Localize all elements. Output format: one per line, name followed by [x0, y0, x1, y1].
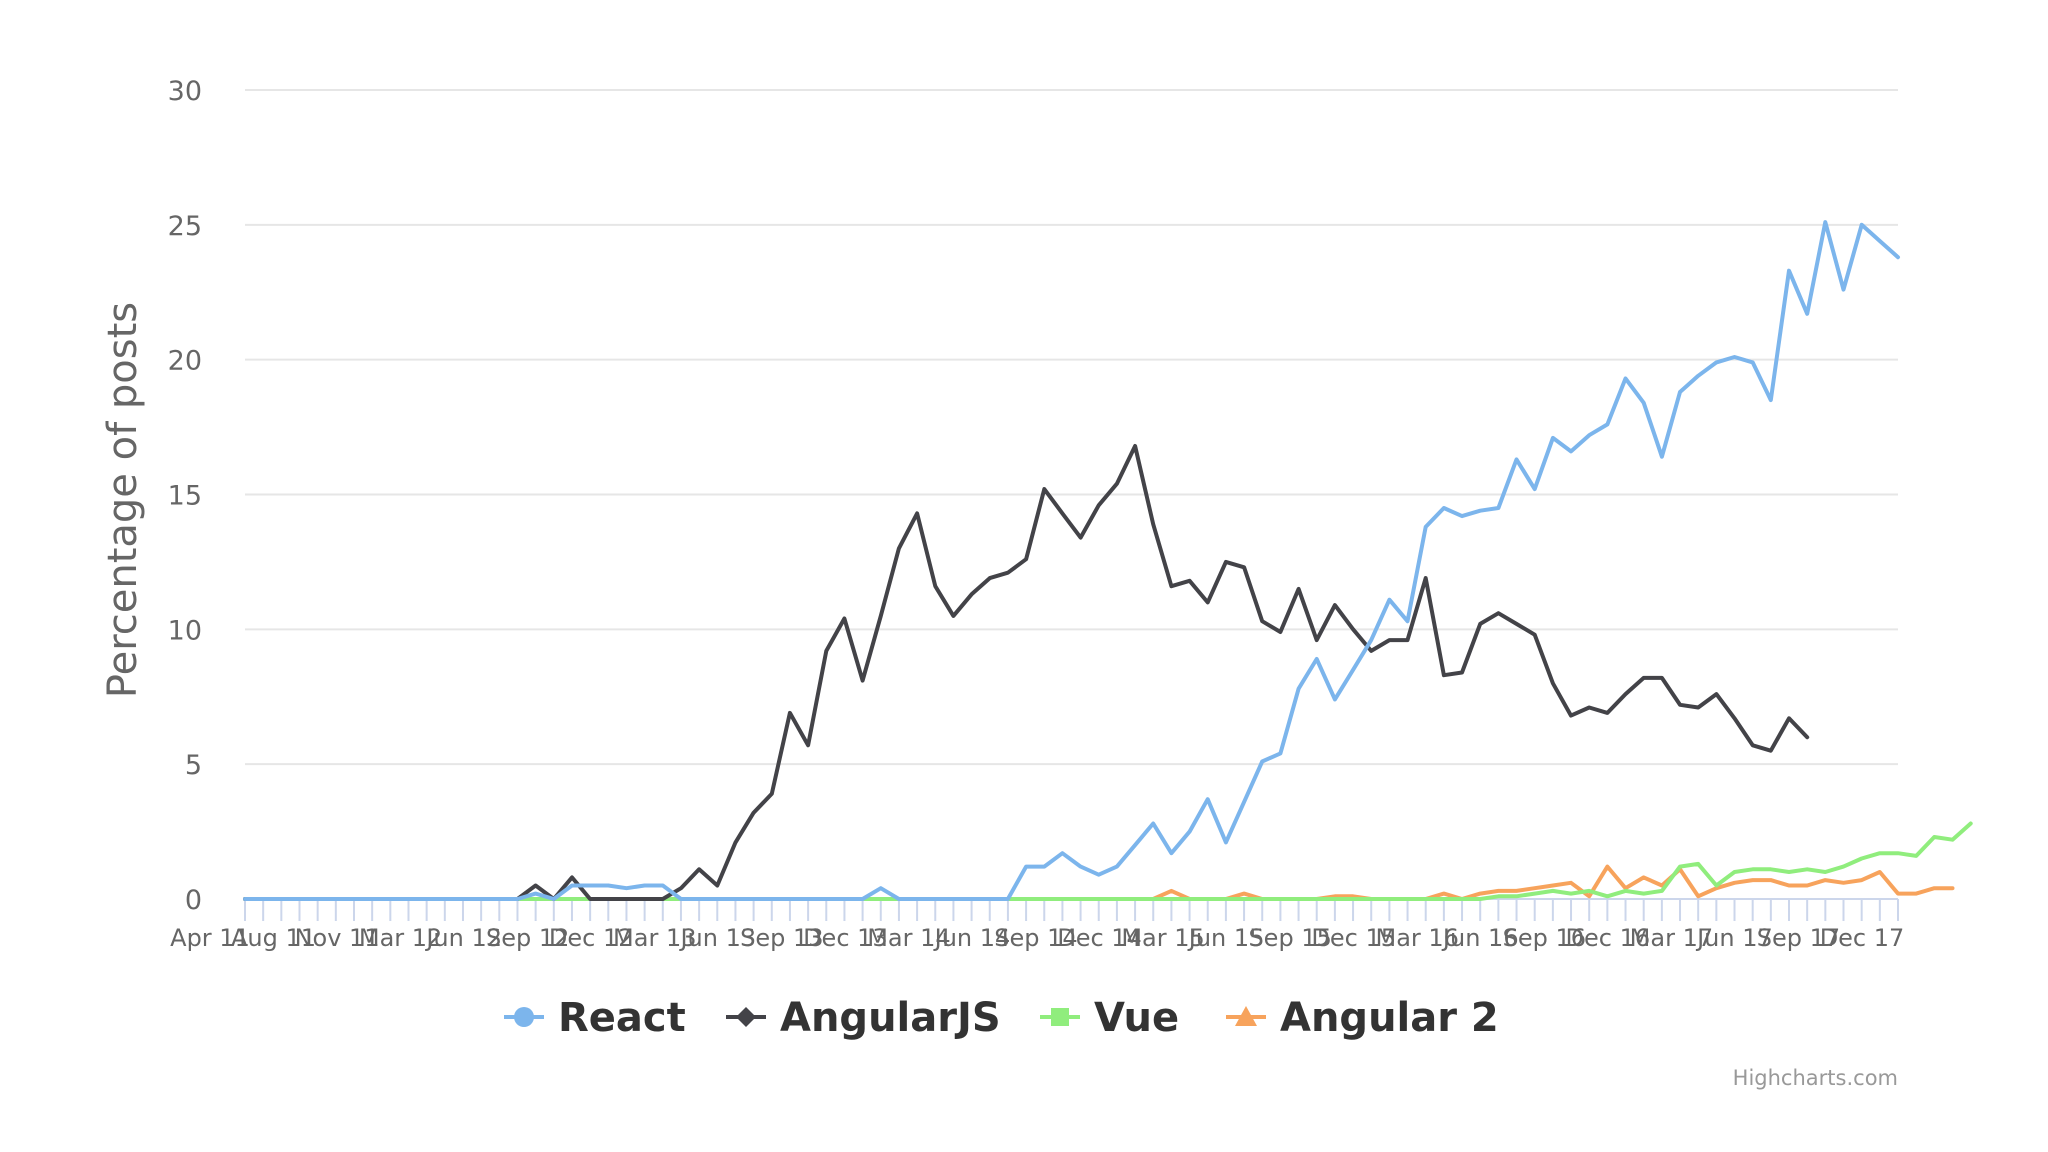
- x-tick-label: Mar 13: [613, 924, 696, 952]
- legend-item-angularjs[interactable]: AngularJS: [726, 995, 1001, 1041]
- series-line-vue: [243, 821, 1973, 901]
- x-tick-label: Mar 14: [867, 924, 950, 952]
- legend-triangle-marker: [1235, 1006, 1257, 1026]
- legend-square-marker: [1051, 1008, 1069, 1026]
- x-tick-label: Mar 12: [359, 924, 442, 952]
- x-tick-label: Jun 12: [424, 924, 502, 952]
- x-tick-label: Jun 17: [1695, 924, 1773, 952]
- y-tick-label: 0: [185, 885, 202, 916]
- y-axis-title: Percentage of posts: [100, 302, 146, 698]
- x-tick-label: Dec 13: [803, 924, 888, 952]
- x-tick-label: Sep 16: [1503, 924, 1586, 952]
- legend-label: React: [558, 995, 686, 1041]
- legend-label: Angular 2: [1280, 995, 1499, 1041]
- legend-label: Vue: [1094, 995, 1179, 1041]
- legend-item-angular-2[interactable]: Angular 2: [1226, 995, 1499, 1041]
- x-tick-label: Sep 14: [994, 924, 1077, 952]
- series-line-angular-2: [243, 864, 1955, 901]
- x-tick-label: Mar 15: [1121, 924, 1204, 952]
- x-tick-label: Jun 13: [678, 924, 756, 952]
- legend: React AngularJS Vue Angular 2: [504, 995, 1499, 1041]
- x-tick-label: Mar 17: [1630, 924, 1713, 952]
- legend-item-react[interactable]: React: [504, 995, 686, 1041]
- y-tick-label: 20: [168, 346, 202, 377]
- y-tick-label: 30: [168, 76, 202, 107]
- credits-label[interactable]: Highcharts.com: [1733, 1066, 1898, 1090]
- grid-lines: [245, 89, 1898, 766]
- x-tick-label: Mar 16: [1376, 924, 1459, 952]
- x-tick-label: Sep 13: [740, 924, 823, 952]
- x-tick-label: Sep 15: [1248, 924, 1331, 952]
- x-tick-label: Jun 15: [1187, 924, 1265, 952]
- x-tick-label: Dec 14: [1057, 924, 1142, 952]
- x-tick-label: Dec 17: [1820, 924, 1905, 952]
- y-tick-label: 15: [168, 481, 202, 512]
- x-tick-label: Sep 17: [1757, 924, 1840, 952]
- x-tick-label: Dec 12: [549, 924, 634, 952]
- series-lines: [243, 220, 1973, 901]
- x-tick-label: Jun 14: [933, 924, 1011, 952]
- y-tick-label: 25: [168, 211, 202, 242]
- x-tick-label: Dec 15: [1311, 924, 1396, 952]
- y-tick-label: 10: [168, 615, 202, 646]
- x-tick-label: Apr 11: [170, 924, 250, 952]
- y-axis: 0 5 10 15 20 25 30: [168, 76, 202, 916]
- series-line-angularjs: [243, 444, 1810, 901]
- y-tick-label: 5: [185, 750, 202, 781]
- x-tick-label: Aug 11: [231, 924, 316, 952]
- legend-item-vue[interactable]: Vue: [1040, 995, 1179, 1041]
- legend-label: AngularJS: [780, 995, 1001, 1041]
- x-tick-label: Dec 16: [1566, 924, 1651, 952]
- legend-circle-marker: [514, 1007, 534, 1027]
- series-line-react: [243, 220, 1900, 901]
- x-tick-label: Sep 12: [486, 924, 569, 952]
- x-tick-label: Nov 11: [295, 924, 380, 952]
- x-tick-label: Jun 16: [1441, 924, 1519, 952]
- legend-diamond-marker: [736, 1007, 756, 1027]
